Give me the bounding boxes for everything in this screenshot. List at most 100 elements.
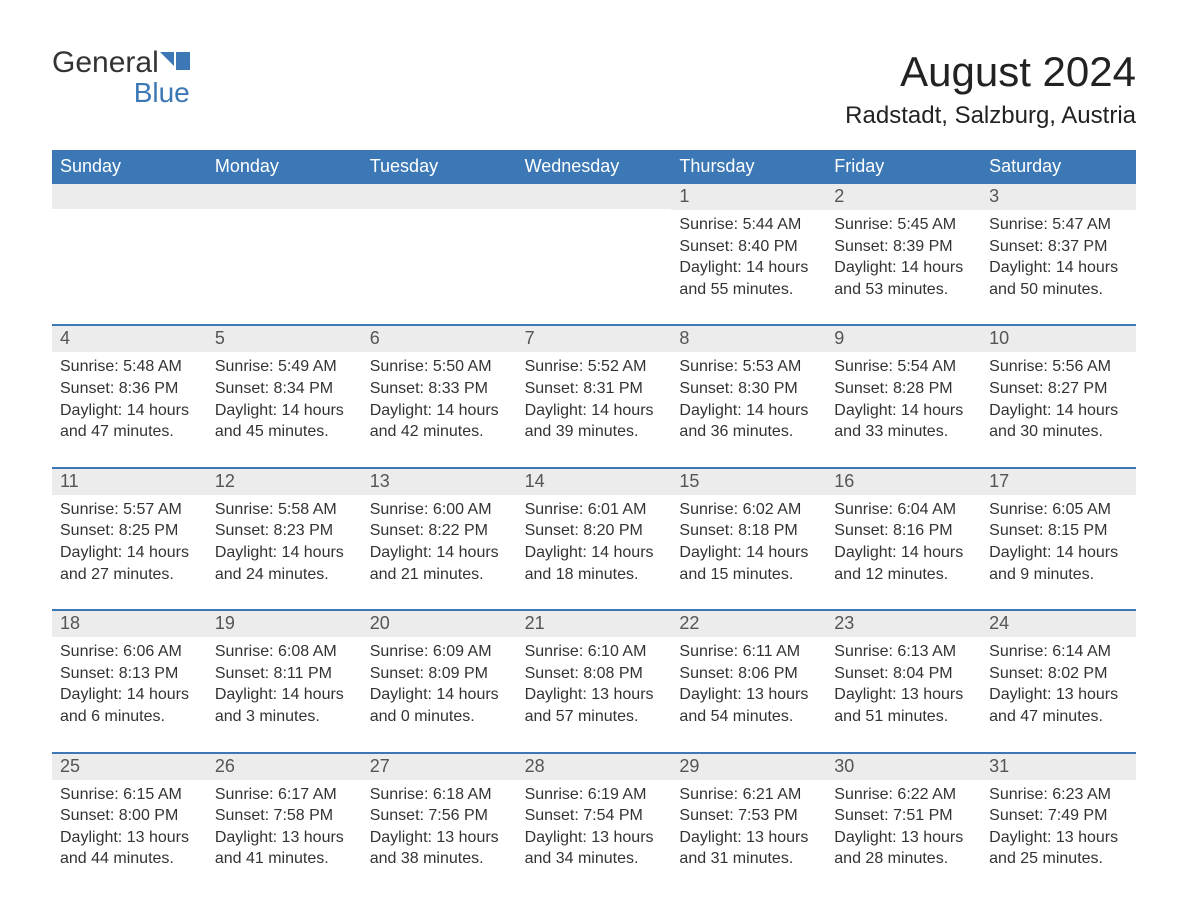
weekday-label: Saturday xyxy=(981,150,1136,184)
calendar-cell: 17Sunrise: 6:05 AMSunset: 8:15 PMDayligh… xyxy=(981,469,1136,609)
daylight-text: Daylight: 14 hours xyxy=(215,542,354,564)
daylight-text: and 57 minutes. xyxy=(525,706,664,728)
sunrise-text: Sunrise: 5:49 AM xyxy=(215,356,354,378)
day-number: 10 xyxy=(981,326,1136,352)
day-number: 25 xyxy=(52,754,207,780)
sunset-text: Sunset: 8:06 PM xyxy=(679,663,818,685)
day-number xyxy=(517,184,672,209)
daylight-text: and 50 minutes. xyxy=(989,279,1128,301)
brand-logo: General Blue xyxy=(52,48,190,109)
sunrise-text: Sunrise: 6:14 AM xyxy=(989,641,1128,663)
sunset-text: Sunset: 8:02 PM xyxy=(989,663,1128,685)
sunrise-text: Sunrise: 5:53 AM xyxy=(679,356,818,378)
daylight-text: Daylight: 13 hours xyxy=(834,827,973,849)
daylight-text: and 51 minutes. xyxy=(834,706,973,728)
daylight-text: Daylight: 14 hours xyxy=(989,542,1128,564)
calendar-cell: 12Sunrise: 5:58 AMSunset: 8:23 PMDayligh… xyxy=(207,469,362,609)
brand-text: General Blue xyxy=(52,48,190,109)
day-number: 3 xyxy=(981,184,1136,210)
sunrise-text: Sunrise: 6:05 AM xyxy=(989,499,1128,521)
sunrise-text: Sunrise: 5:57 AM xyxy=(60,499,199,521)
daylight-text: and 18 minutes. xyxy=(525,564,664,586)
day-number: 1 xyxy=(671,184,826,210)
sunset-text: Sunset: 8:23 PM xyxy=(215,520,354,542)
sunset-text: Sunset: 7:49 PM xyxy=(989,805,1128,827)
sunrise-text: Sunrise: 5:56 AM xyxy=(989,356,1128,378)
calendar-week: 4Sunrise: 5:48 AMSunset: 8:36 PMDaylight… xyxy=(52,324,1136,466)
day-number: 4 xyxy=(52,326,207,352)
daylight-text: and 42 minutes. xyxy=(370,421,509,443)
sunset-text: Sunset: 8:40 PM xyxy=(679,236,818,258)
sunset-text: Sunset: 7:54 PM xyxy=(525,805,664,827)
calendar-cell: 24Sunrise: 6:14 AMSunset: 8:02 PMDayligh… xyxy=(981,611,1136,751)
brand-word1: General xyxy=(52,46,159,79)
month-title: August 2024 xyxy=(845,48,1136,96)
calendar-cell: 21Sunrise: 6:10 AMSunset: 8:08 PMDayligh… xyxy=(517,611,672,751)
sunrise-text: Sunrise: 6:15 AM xyxy=(60,784,199,806)
sunrise-text: Sunrise: 6:10 AM xyxy=(525,641,664,663)
calendar-cell: 16Sunrise: 6:04 AMSunset: 8:16 PMDayligh… xyxy=(826,469,981,609)
daylight-text: and 21 minutes. xyxy=(370,564,509,586)
calendar-cell: 31 Sunrise: 6:23 AMSunset: 7:49 PMDayligh… xyxy=(981,754,1136,894)
day-number: 28 xyxy=(517,754,672,780)
brand-word2: Blue xyxy=(52,77,190,109)
header: General Blue August 2024 Radstadt, Salzb… xyxy=(52,48,1136,144)
calendar-cell: 5Sunrise: 5:49 AMSunset: 8:34 PMDaylight… xyxy=(207,326,362,466)
calendar-cell xyxy=(517,184,672,324)
daylight-text: and 28 minutes. xyxy=(834,848,973,870)
daylight-text: and 25 minutes. xyxy=(989,848,1128,870)
daylight-text: Daylight: 14 hours xyxy=(60,684,199,706)
calendar-cell: 14Sunrise: 6:01 AMSunset: 8:20 PMDayligh… xyxy=(517,469,672,609)
calendar-cell: 30 Sunrise: 6:22 AMSunset: 7:51 PMDayligh… xyxy=(826,754,981,894)
daylight-text: Daylight: 13 hours xyxy=(989,827,1128,849)
sunrise-text: Sunrise: 6:04 AM xyxy=(834,499,973,521)
daylight-text: Daylight: 14 hours xyxy=(60,400,199,422)
sunrise-text: Sunrise: 6:02 AM xyxy=(679,499,818,521)
sunset-text: Sunset: 8:00 PM xyxy=(60,805,199,827)
day-number: 26 xyxy=(207,754,362,780)
daylight-text: Daylight: 13 hours xyxy=(60,827,199,849)
weekday-header: Sunday Monday Tuesday Wednesday Thursday… xyxy=(52,150,1136,184)
calendar-cell: 20Sunrise: 6:09 AMSunset: 8:09 PMDayligh… xyxy=(362,611,517,751)
weekday-label: Tuesday xyxy=(362,150,517,184)
daylight-text: Daylight: 13 hours xyxy=(989,684,1128,706)
day-number: 29 xyxy=(671,754,826,780)
calendar-cell xyxy=(207,184,362,324)
day-number: 12 xyxy=(207,469,362,495)
day-number: 20 xyxy=(362,611,517,637)
day-number: 18 xyxy=(52,611,207,637)
daylight-text: Daylight: 13 hours xyxy=(370,827,509,849)
daylight-text: and 0 minutes. xyxy=(370,706,509,728)
day-number: 31 xyxy=(981,754,1136,780)
sunset-text: Sunset: 8:11 PM xyxy=(215,663,354,685)
sunrise-text: Sunrise: 6:00 AM xyxy=(370,499,509,521)
weekday-label: Wednesday xyxy=(517,150,672,184)
sunset-text: Sunset: 8:09 PM xyxy=(370,663,509,685)
day-number xyxy=(362,184,517,209)
day-number: 21 xyxy=(517,611,672,637)
calendar-cell: 1Sunrise: 5:44 AMSunset: 8:40 PMDaylight… xyxy=(671,184,826,324)
calendar-cell: 15Sunrise: 6:02 AMSunset: 8:18 PMDayligh… xyxy=(671,469,826,609)
daylight-text: Daylight: 14 hours xyxy=(370,400,509,422)
sunset-text: Sunset: 8:08 PM xyxy=(525,663,664,685)
sunset-text: Sunset: 7:51 PM xyxy=(834,805,973,827)
calendar-cell: 23Sunrise: 6:13 AMSunset: 8:04 PMDayligh… xyxy=(826,611,981,751)
daylight-text: and 9 minutes. xyxy=(989,564,1128,586)
day-number xyxy=(52,184,207,209)
sunrise-text: Sunrise: 5:48 AM xyxy=(60,356,199,378)
daylight-text: and 45 minutes. xyxy=(215,421,354,443)
daylight-text: and 6 minutes. xyxy=(60,706,199,728)
weekday-label: Monday xyxy=(207,150,362,184)
sunrise-text: Sunrise: 6:23 AM xyxy=(989,784,1128,806)
calendar-week: 1Sunrise: 5:44 AMSunset: 8:40 PMDaylight… xyxy=(52,184,1136,324)
sunset-text: Sunset: 8:30 PM xyxy=(679,378,818,400)
day-number: 13 xyxy=(362,469,517,495)
daylight-text: and 41 minutes. xyxy=(215,848,354,870)
sunrise-text: Sunrise: 6:18 AM xyxy=(370,784,509,806)
daylight-text: and 34 minutes. xyxy=(525,848,664,870)
day-number: 30 xyxy=(826,754,981,780)
sunrise-text: Sunrise: 6:22 AM xyxy=(834,784,973,806)
calendar-cell: 7Sunrise: 5:52 AMSunset: 8:31 PMDaylight… xyxy=(517,326,672,466)
daylight-text: Daylight: 14 hours xyxy=(525,400,664,422)
daylight-text: and 53 minutes. xyxy=(834,279,973,301)
